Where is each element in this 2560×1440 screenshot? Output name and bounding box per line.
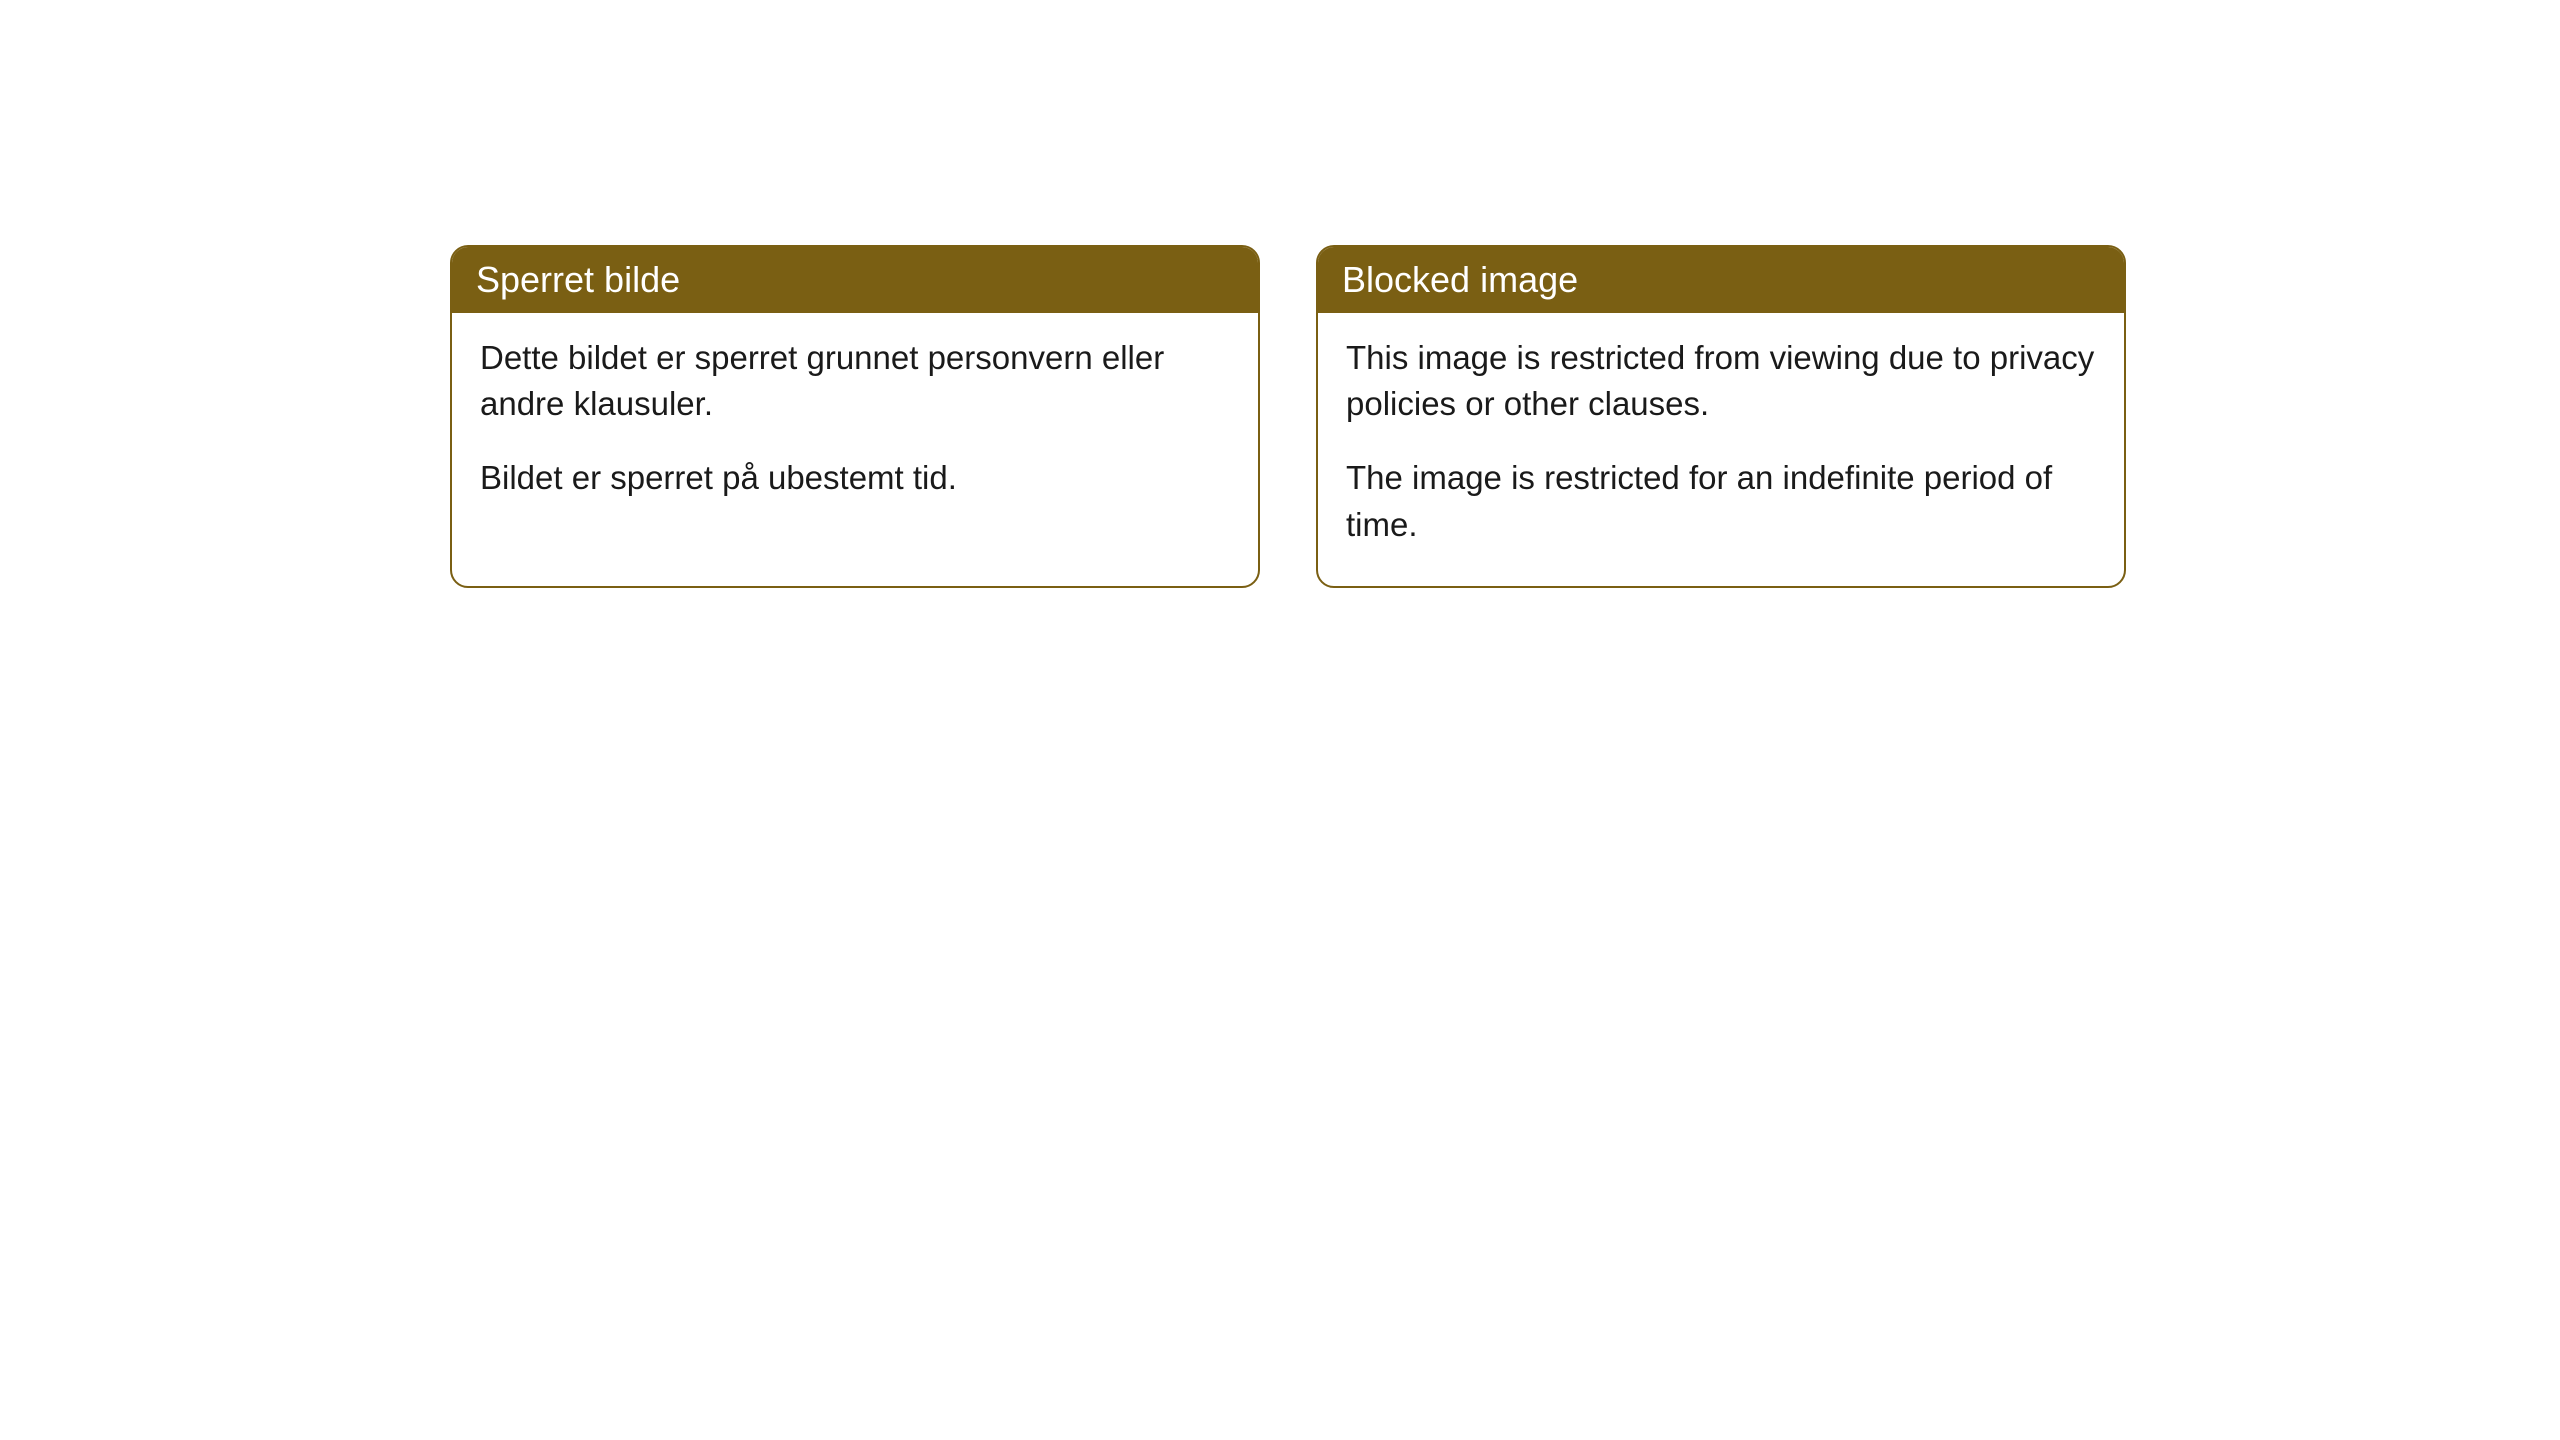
card-text-norwegian-2: Bildet er sperret på ubestemt tid. [480,455,1230,501]
cards-container: Sperret bilde Dette bildet er sperret gr… [0,0,2560,588]
card-text-english-2: The image is restricted for an indefinit… [1346,455,2096,547]
card-body-norwegian: Dette bildet er sperret grunnet personve… [452,313,1258,540]
card-text-english-1: This image is restricted from viewing du… [1346,335,2096,427]
blocked-image-card-english: Blocked image This image is restricted f… [1316,245,2126,588]
card-text-norwegian-1: Dette bildet er sperret grunnet personve… [480,335,1230,427]
card-header-norwegian: Sperret bilde [452,247,1258,313]
card-body-english: This image is restricted from viewing du… [1318,313,2124,586]
blocked-image-card-norwegian: Sperret bilde Dette bildet er sperret gr… [450,245,1260,588]
card-header-english: Blocked image [1318,247,2124,313]
